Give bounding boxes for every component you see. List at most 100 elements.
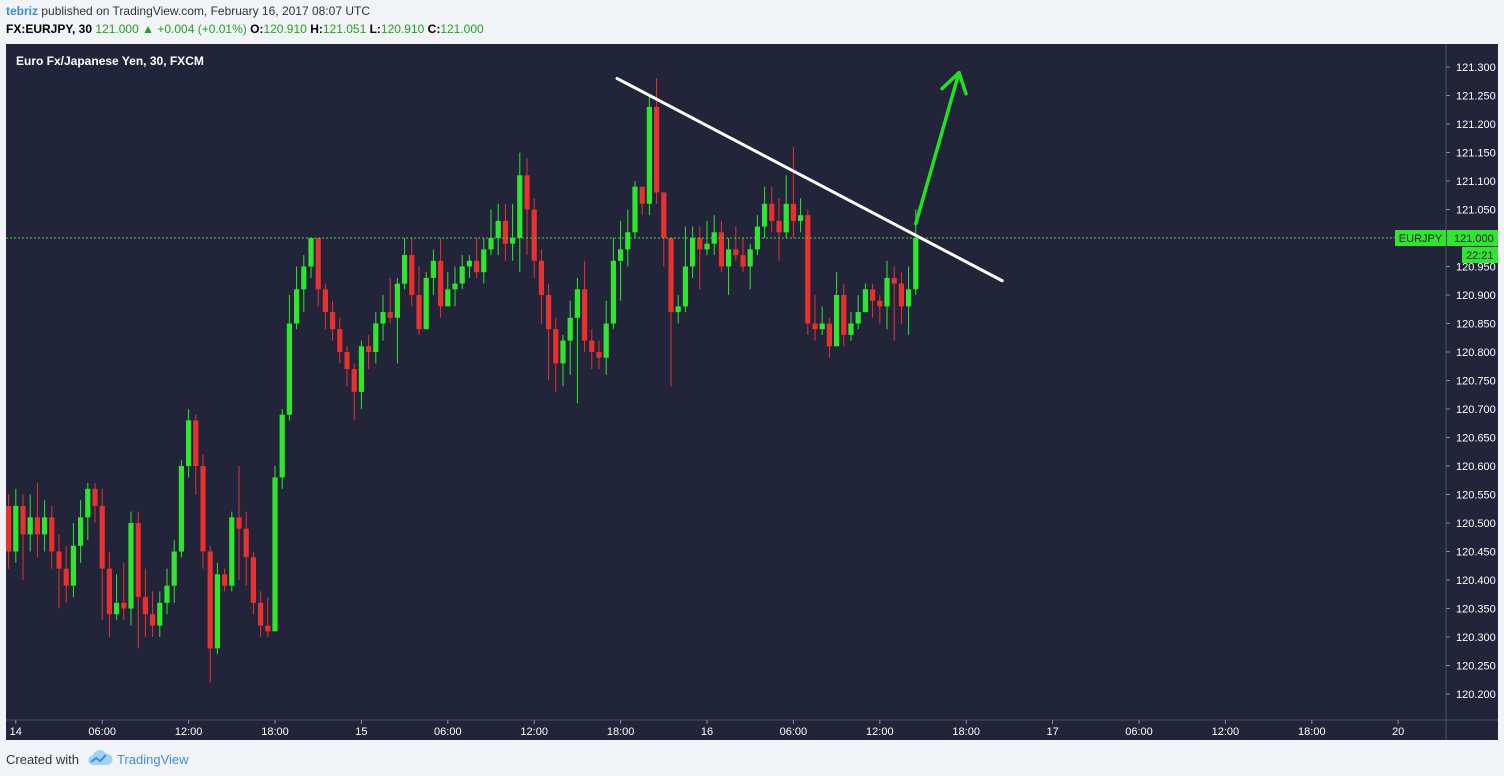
candle-body (531, 209, 537, 261)
symbol-tag (1395, 230, 1446, 246)
candle-body (279, 414, 285, 478)
y-tick-label: 120.950 (1456, 262, 1496, 274)
candle-body (812, 323, 818, 330)
published-text: published on TradingView.com, February 1… (41, 4, 370, 18)
time-axis[interactable] (6, 720, 1498, 740)
price-tag-value: 121.000 (1454, 233, 1494, 245)
candle (466, 255, 472, 278)
candle (524, 158, 530, 256)
y-tick-label: 120.400 (1456, 575, 1496, 587)
candle (812, 295, 818, 341)
candle-body (142, 597, 148, 615)
y-tick-label: 120.550 (1456, 490, 1496, 502)
candle (510, 203, 516, 261)
x-tick-label: 12:00 (1212, 726, 1240, 738)
candle (229, 511, 235, 592)
candle-body (236, 517, 242, 529)
candle (308, 238, 314, 278)
candle-body (481, 249, 487, 273)
open-label: O: (250, 22, 264, 36)
candle (877, 295, 883, 324)
candle-body (826, 323, 832, 347)
candle-body (913, 238, 919, 290)
drawings: EURJPY 121.000 22:21 (6, 70, 1498, 283)
candle-body (250, 557, 256, 603)
y-tick-label: 120.500 (1456, 518, 1496, 530)
candle (56, 534, 62, 609)
candle (99, 488, 105, 620)
candle (805, 209, 811, 335)
candle-body (430, 260, 436, 278)
y-tick-label: 120.300 (1456, 632, 1496, 644)
y-tick-label: 120.350 (1456, 604, 1496, 616)
candle-body (654, 106, 660, 193)
candle (258, 591, 264, 637)
candle (178, 460, 184, 558)
candle-body (682, 266, 688, 307)
x-tick-label: 06:00 (88, 726, 116, 738)
candle (445, 272, 451, 307)
candle (265, 597, 271, 637)
high-value: 121.051 (322, 22, 367, 36)
candle-body (423, 277, 429, 330)
price-change: +0.004 (+0.01%) (157, 22, 247, 36)
candle-body (718, 232, 724, 267)
candle (164, 568, 170, 615)
candle-body (603, 323, 609, 358)
close-value: 121.000 (440, 22, 484, 36)
candle-body (380, 312, 386, 324)
candle (114, 574, 120, 620)
x-tick-label: 06:00 (434, 726, 462, 738)
candle-body (150, 614, 156, 626)
y-tick-label: 121.250 (1456, 91, 1496, 103)
x-tick-label: 18:00 (1298, 726, 1326, 738)
candle (330, 300, 336, 341)
candle (560, 334, 566, 387)
candle (106, 551, 112, 637)
candle-body (798, 215, 804, 221)
x-tick-label: 12:00 (866, 726, 894, 738)
candle (596, 340, 602, 370)
candle (589, 329, 595, 370)
candle (898, 272, 904, 324)
candle (128, 511, 134, 626)
candle-body (394, 283, 400, 318)
chart-title: Euro Fx/Japanese Yen, 30, FXCM (16, 54, 204, 68)
tradingview-brand-link[interactable]: TradingView (117, 752, 189, 767)
author-link[interactable]: tebriz (6, 4, 39, 18)
candle-body (56, 551, 62, 569)
candle (70, 523, 76, 598)
change-up-icon: ▲ (142, 22, 155, 36)
candle (733, 226, 739, 261)
tradingview-cloud-icon[interactable] (86, 750, 114, 768)
candlestick-chart[interactable]: 121.300 121.250 121.200 121.150 121.100 121.0… (0, 0, 1504, 744)
candle-body (704, 243, 710, 250)
candle-body (870, 289, 876, 301)
candle (351, 363, 357, 421)
candle (286, 295, 292, 421)
candle-body (877, 300, 883, 307)
candle-body (459, 266, 465, 284)
candle-body (776, 220, 782, 233)
candle (747, 243, 753, 290)
candle-body (646, 106, 652, 204)
candle (870, 283, 876, 318)
plot-area[interactable] (6, 44, 1446, 720)
candle-body (524, 175, 530, 210)
candle-body (589, 340, 595, 352)
y-tick-label: 121.300 (1456, 62, 1496, 74)
candle-body (690, 238, 696, 267)
price-axis[interactable] (1446, 44, 1498, 720)
candle (553, 317, 559, 392)
candle (769, 186, 775, 233)
candle-body (49, 517, 55, 552)
candle (862, 283, 868, 313)
quote-line: FX:EURJPY, 30 121.000 ▲ +0.004 (+0.01%) … (6, 22, 484, 36)
candle-body (164, 585, 170, 603)
candle-body (906, 289, 912, 307)
candle-body (193, 420, 199, 466)
candle-body (308, 238, 314, 267)
candle (42, 500, 48, 552)
candle (92, 483, 98, 523)
x-tick-label: 12:00 (175, 726, 203, 738)
